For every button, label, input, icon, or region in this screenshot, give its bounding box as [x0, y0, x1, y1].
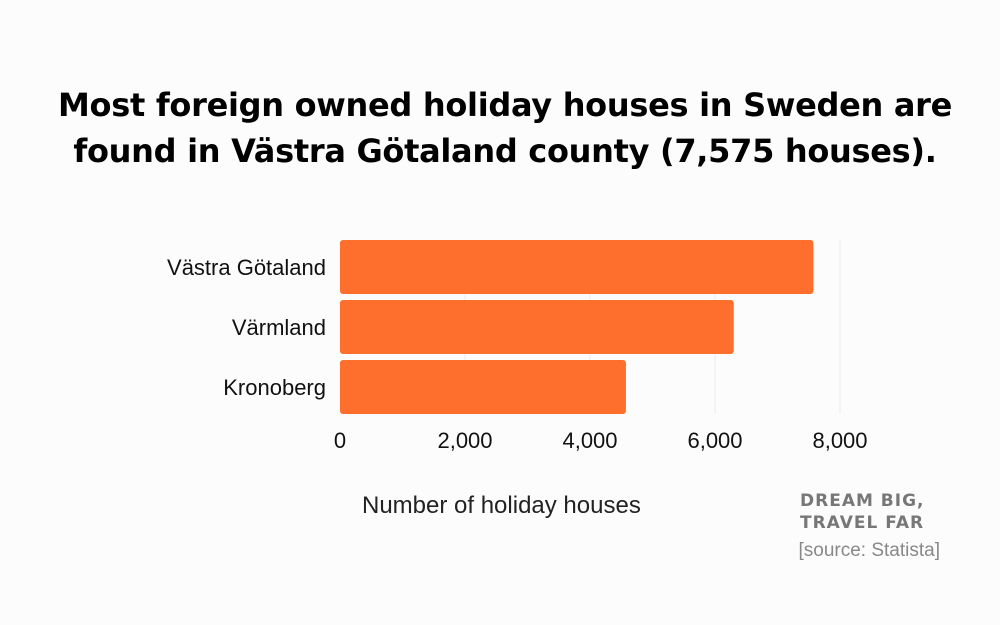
- x-tick-label: 6,000: [687, 428, 742, 453]
- category-labels: Västra Götaland Värmland Kronoberg: [167, 255, 326, 400]
- x-tick-label: 4,000: [562, 428, 617, 453]
- bars: [340, 240, 814, 414]
- x-tick-label: 8,000: [812, 428, 867, 453]
- brand-line-2: TRAVEL FAR: [800, 513, 925, 533]
- brand-logo: DREAM BIG, TRAVEL FAR: [800, 490, 970, 534]
- category-label: Värmland: [232, 315, 326, 340]
- x-tick-label: 0: [334, 428, 346, 453]
- x-axis-title: Number of holiday houses: [362, 492, 641, 519]
- bar: [340, 300, 734, 354]
- source-note: [source: Statista]: [798, 540, 940, 561]
- x-tick-label: 2,000: [437, 428, 492, 453]
- chart-title: Most foreign owned holiday houses in Swe…: [58, 86, 952, 170]
- brand-line-1: DREAM BIG,: [800, 491, 925, 511]
- category-label: Kronoberg: [223, 375, 326, 400]
- bar: [340, 360, 626, 414]
- category-label: Västra Götaland: [167, 255, 326, 280]
- bar: [340, 240, 814, 294]
- x-tick-labels: 0 2,000 4,000 6,000 8,000: [334, 428, 868, 453]
